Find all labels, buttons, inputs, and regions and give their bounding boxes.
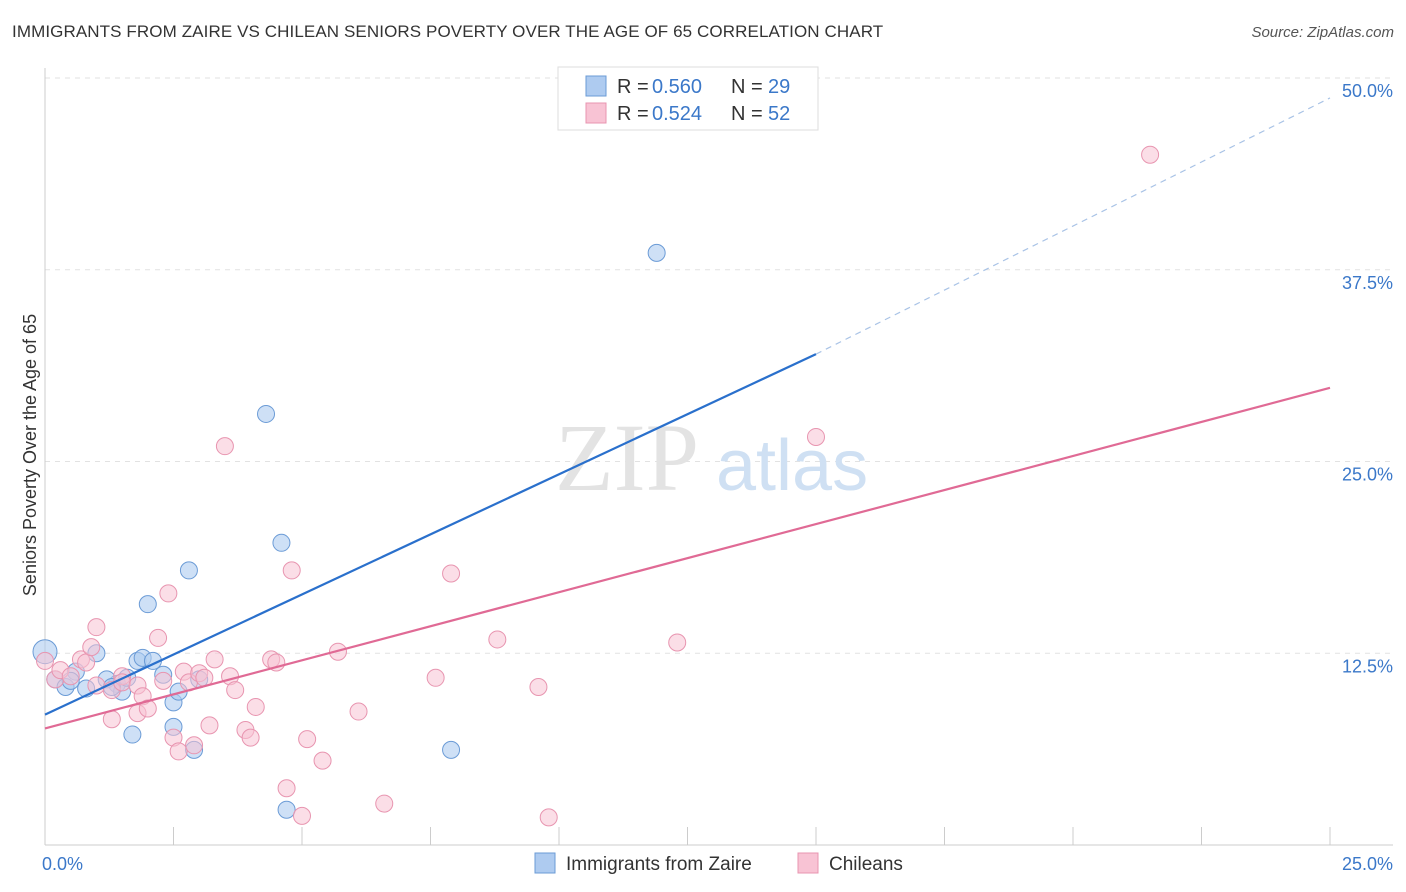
legend-r-label-zaire: R = bbox=[617, 76, 649, 98]
chile-point bbox=[282, 561, 301, 580]
trendlines bbox=[44, 97, 1331, 730]
watermark: ZIP atlas bbox=[555, 404, 868, 511]
chile-point bbox=[226, 681, 245, 700]
axes bbox=[44, 68, 1393, 846]
y-axis-title: Seniors Poverty Over the Age of 65 bbox=[20, 314, 40, 596]
chile-point bbox=[349, 702, 368, 721]
chile-point bbox=[293, 806, 311, 825]
chile-point bbox=[87, 618, 106, 637]
legend-n-value-zaire: 29 bbox=[768, 76, 790, 98]
zaire-point bbox=[647, 243, 666, 262]
chile-point bbox=[215, 437, 234, 456]
bottom-legend-swatch-chile bbox=[797, 852, 819, 874]
chile-point bbox=[154, 671, 173, 690]
tick-labels: 12.5% 25.0% 37.5% 50.0% 0.0% 25.0% bbox=[42, 81, 1393, 874]
source-credit: Source: ZipAtlas.com bbox=[1251, 24, 1394, 41]
chile-point bbox=[488, 630, 507, 649]
zaire-trendline bbox=[44, 353, 817, 716]
y-tick-label: 37.5% bbox=[1342, 273, 1393, 293]
chile-point bbox=[241, 728, 260, 747]
legend-swatch-chile bbox=[585, 102, 607, 124]
bottom-legend-swatch-zaire bbox=[534, 852, 556, 874]
chile-point bbox=[169, 742, 188, 761]
series-legend: Immigrants from Zaire Chileans bbox=[534, 852, 903, 875]
y-tick-label: 12.5% bbox=[1342, 656, 1393, 676]
chile-point bbox=[185, 736, 204, 755]
chile-point bbox=[159, 584, 178, 603]
chile-point bbox=[375, 794, 394, 813]
y-tick-label: 25.0% bbox=[1342, 465, 1393, 485]
chile-point bbox=[426, 668, 445, 687]
bottom-legend-label-chile: Chileans bbox=[829, 854, 903, 875]
chile-point bbox=[205, 650, 224, 669]
zaire-point bbox=[442, 740, 461, 759]
legend-r-value-chile: 0.524 bbox=[652, 103, 702, 125]
zaire-point bbox=[138, 595, 157, 614]
legend-r-label-chile: R = bbox=[617, 103, 649, 125]
chile-point bbox=[668, 633, 687, 652]
chile-point bbox=[807, 427, 825, 446]
x-tick-label: 0.0% bbox=[42, 854, 83, 874]
chile-point bbox=[298, 730, 317, 749]
series-zaire-points bbox=[32, 243, 666, 819]
zaire-point bbox=[272, 533, 291, 552]
legend-n-label-zaire: N = bbox=[731, 76, 763, 98]
x-tick-label: 25.0% bbox=[1342, 854, 1393, 874]
zaire-point bbox=[277, 800, 296, 819]
chile-point bbox=[313, 751, 332, 770]
chile-point bbox=[539, 808, 558, 827]
legend-n-value-chile: 52 bbox=[768, 103, 790, 125]
legend-r-value-zaire: 0.560 bbox=[652, 76, 702, 98]
legend-swatch-zaire bbox=[585, 75, 607, 97]
chile-point bbox=[529, 677, 548, 696]
correlation-legend: R = 0.560 N = 29 R = 0.524 N = 52 bbox=[557, 66, 819, 131]
chart-title: IMMIGRANTS FROM ZAIRE VS CHILEAN SENIORS… bbox=[12, 22, 884, 41]
zaire-point bbox=[257, 404, 276, 423]
chile-point bbox=[36, 651, 54, 670]
chile-point bbox=[138, 699, 157, 718]
zaire-point bbox=[123, 725, 142, 744]
legend-n-label-chile: N = bbox=[731, 103, 763, 125]
chile-point bbox=[82, 638, 101, 657]
watermark-atlas: atlas bbox=[716, 426, 868, 506]
bottom-legend-label-zaire: Immigrants from Zaire bbox=[566, 854, 752, 875]
chile-point bbox=[442, 564, 461, 583]
chile-point bbox=[149, 628, 168, 647]
chile-point bbox=[77, 653, 96, 672]
y-tick-label: 50.0% bbox=[1342, 81, 1393, 101]
chile-point bbox=[277, 779, 296, 798]
chile-point bbox=[61, 667, 80, 686]
gridlines bbox=[45, 77, 1393, 654]
chile-point bbox=[200, 716, 219, 735]
zaire-trendline-extension bbox=[815, 97, 1331, 355]
zaire-point bbox=[179, 561, 198, 580]
chile-point bbox=[246, 697, 265, 716]
chile-point bbox=[1141, 145, 1160, 164]
watermark-zip: ZIP bbox=[555, 404, 699, 511]
chile-trendline bbox=[44, 386, 1331, 730]
